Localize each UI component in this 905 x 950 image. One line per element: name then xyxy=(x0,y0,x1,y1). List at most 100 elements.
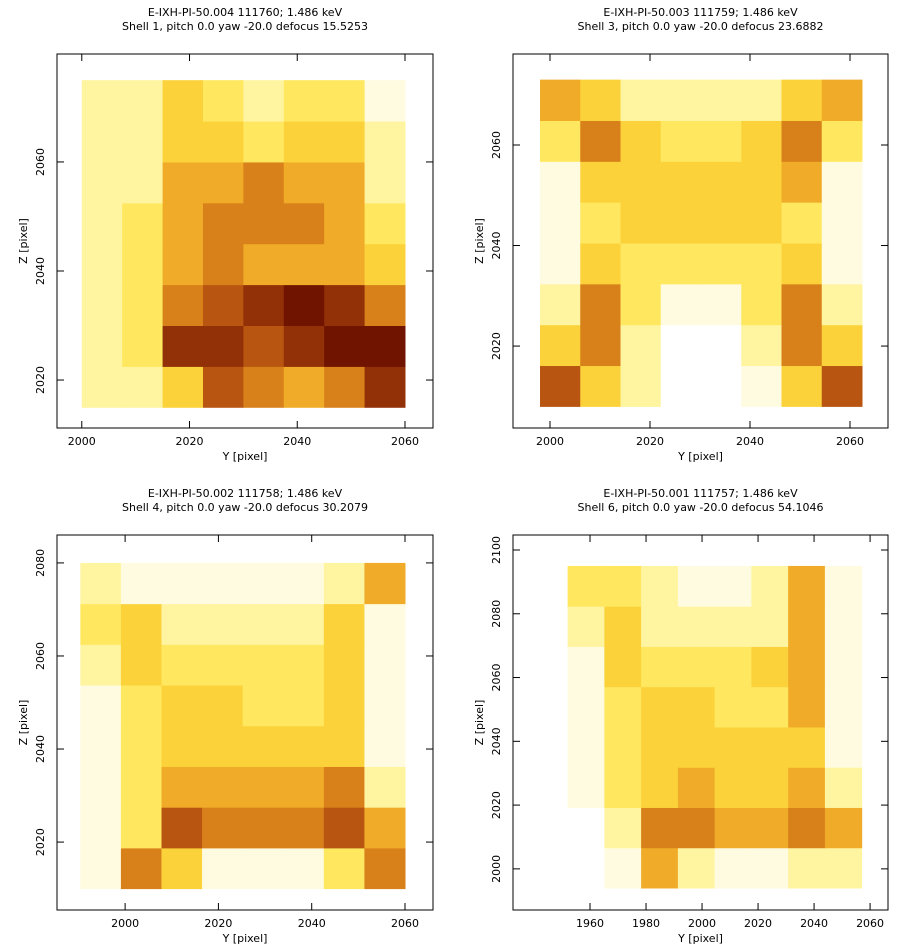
heat-cell xyxy=(80,603,122,645)
heat-cell xyxy=(824,565,863,607)
heat-cell xyxy=(323,725,365,767)
heat-cell xyxy=(821,365,863,407)
heat-cell xyxy=(323,644,365,686)
heat-cell xyxy=(677,726,716,768)
heat-cell xyxy=(324,121,366,163)
heat-cell xyxy=(641,807,679,849)
heat-cell xyxy=(714,726,752,768)
heat-cell xyxy=(604,807,642,849)
heat-cell xyxy=(604,565,642,607)
heat-cell xyxy=(364,725,406,767)
heat-cell xyxy=(161,847,203,890)
heat-cell xyxy=(741,324,782,367)
heat-cell xyxy=(620,283,662,326)
heat-cell xyxy=(567,726,605,768)
heat-cell xyxy=(714,686,752,728)
heat-cell xyxy=(243,202,285,245)
heat-cell xyxy=(741,120,782,162)
heat-cell xyxy=(580,324,621,367)
heat-cell xyxy=(283,121,325,163)
heat-cell xyxy=(242,644,284,686)
heat-cell xyxy=(701,161,742,203)
heat-cell xyxy=(540,120,581,162)
heat-cell xyxy=(162,161,204,204)
heat-cell xyxy=(751,686,789,728)
heat-cell xyxy=(660,202,702,244)
heat-cell xyxy=(677,565,716,607)
heat-cell xyxy=(323,562,365,605)
heat-cell xyxy=(741,283,782,326)
heat-cell xyxy=(162,80,204,122)
heat-cell xyxy=(161,807,203,849)
heat-cell xyxy=(202,366,244,408)
x-tick-label: 2000 xyxy=(688,917,716,930)
heat-cell xyxy=(161,766,203,808)
x-tick-label: 1980 xyxy=(632,917,660,930)
heat-cell xyxy=(677,646,716,688)
heat-cell xyxy=(714,807,752,849)
x-tick-label: 2020 xyxy=(744,917,772,930)
heat-cell xyxy=(162,121,204,163)
heat-cell xyxy=(540,283,581,326)
heat-cell xyxy=(788,847,826,889)
x-tick-label: 2060 xyxy=(856,917,884,930)
x-tick-label: 2040 xyxy=(283,435,311,448)
heat-cell xyxy=(824,606,863,647)
heat-cell xyxy=(741,365,782,407)
chart-title: E-IXH-PI-50.004 111760; 1.486 keV xyxy=(148,6,343,19)
heat-cell xyxy=(567,847,605,889)
heat-cell xyxy=(243,366,285,408)
heat-cell xyxy=(641,767,679,808)
heat-cell xyxy=(202,325,244,367)
heat-cell xyxy=(202,562,244,605)
heat-cell xyxy=(580,365,621,407)
y-axis-label: Z [pixel] xyxy=(17,700,30,746)
x-tick-label: 2000 xyxy=(536,435,564,448)
heat-cell xyxy=(701,365,742,407)
heat-cell xyxy=(283,725,325,767)
y-axis-label: Z [pixel] xyxy=(473,218,486,264)
y-tick-label: 2020 xyxy=(34,366,47,394)
heat-cell xyxy=(620,365,662,407)
heat-cell xyxy=(788,646,826,688)
heat-cell xyxy=(324,80,366,122)
heat-cell xyxy=(242,847,284,890)
heat-cell xyxy=(540,324,581,367)
heat-cell xyxy=(80,685,122,727)
heat-cell xyxy=(283,161,325,204)
heat-cell xyxy=(540,202,581,244)
heat-cell xyxy=(540,79,581,121)
heat-cell xyxy=(781,79,823,121)
heat-cell xyxy=(364,366,406,408)
heat-cell xyxy=(81,80,123,122)
heat-cell xyxy=(283,284,325,327)
heat-cell xyxy=(751,646,789,688)
heat-cell xyxy=(567,646,605,688)
heat-cell xyxy=(162,366,204,408)
chart-subtitle: Shell 3, pitch 0.0 yaw -20.0 defocus 23.… xyxy=(578,20,824,33)
x-tick-label: 2020 xyxy=(636,435,664,448)
heat-cell xyxy=(604,767,642,808)
heat-cell xyxy=(81,366,123,408)
heat-cell xyxy=(620,324,662,367)
heat-cell xyxy=(364,325,406,367)
y-tick-label: 2080 xyxy=(490,600,503,628)
heat-cell xyxy=(162,243,204,286)
heat-cell xyxy=(161,603,203,645)
heat-cell xyxy=(751,847,789,889)
heat-cell xyxy=(364,202,406,245)
heat-cell xyxy=(641,847,679,889)
x-tick-label: 2040 xyxy=(800,917,828,930)
x-tick-label: 2060 xyxy=(836,435,864,448)
x-tick-label: 2000 xyxy=(68,435,96,448)
heat-cell xyxy=(324,366,366,408)
heat-cell xyxy=(540,243,581,285)
heat-cell xyxy=(242,807,284,849)
heat-cell xyxy=(242,685,284,727)
heat-cell xyxy=(677,847,716,889)
heat-cell xyxy=(283,603,325,645)
heat-cell xyxy=(620,202,662,244)
heat-cell xyxy=(122,121,164,163)
heat-cell xyxy=(701,202,742,244)
heat-cell xyxy=(824,807,863,849)
